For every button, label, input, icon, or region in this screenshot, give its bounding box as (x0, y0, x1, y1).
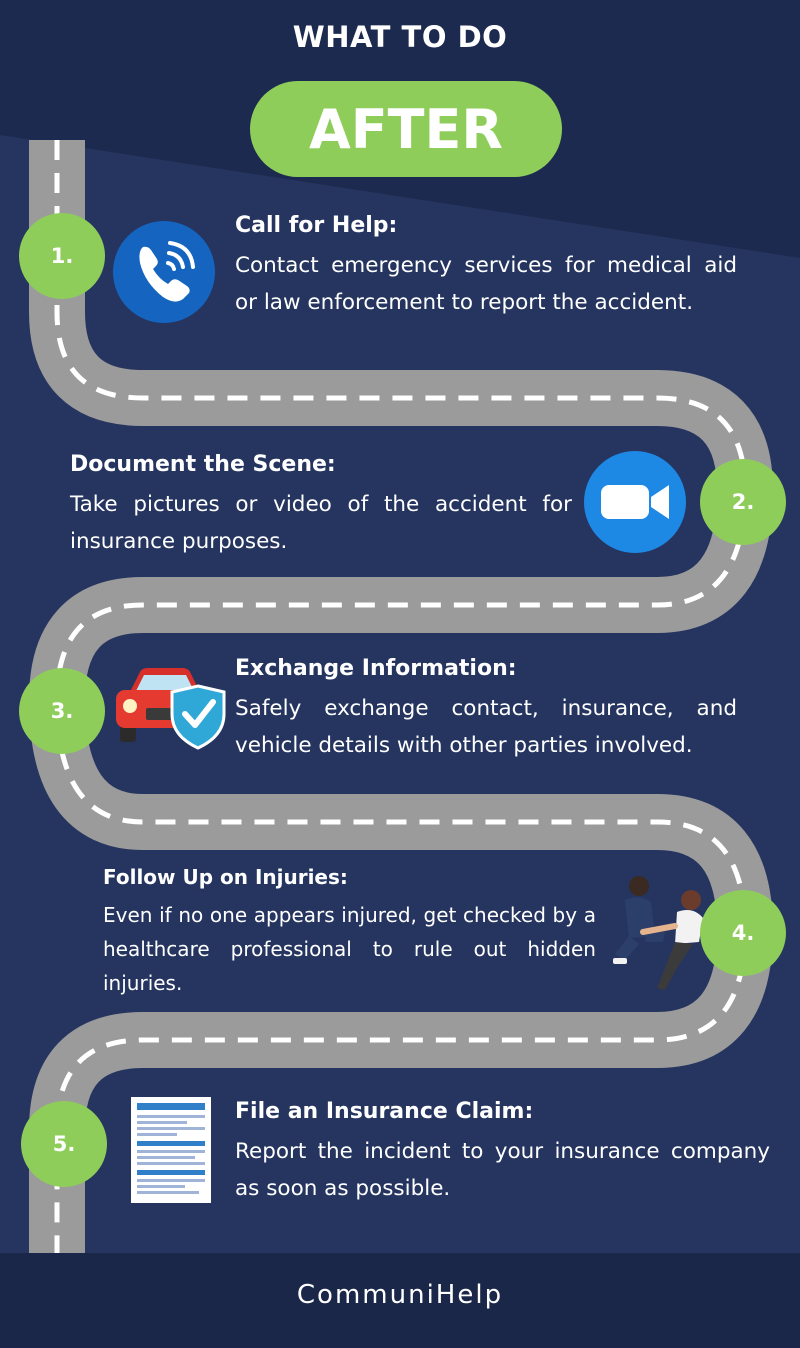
step-5-number-badge: 5. (21, 1101, 107, 1187)
step-1-text: Contact emergency services for medical a… (235, 253, 737, 315)
footer-brand: CommuniHelp (296, 1280, 504, 1310)
step-3: Exchange Information: Safely exchange co… (235, 654, 737, 764)
phone-icon (113, 221, 215, 323)
first-aid-people-icon (613, 876, 703, 990)
step-1-title: Call for Help: (235, 213, 398, 238)
after-badge: AFTER (250, 81, 562, 177)
step-5-text: Report the incident to your insurance co… (235, 1139, 770, 1201)
step-3-title: Exchange Information: (235, 656, 517, 681)
step-4-number: 4. (731, 921, 755, 945)
step-3-number: 3. (50, 699, 74, 723)
step-5-title: File an Insurance Claim: (235, 1099, 534, 1124)
header-title: WHAT TO DO (292, 20, 508, 54)
step-5: File an Insurance Claim: Report the inci… (235, 1097, 770, 1207)
step-1: Call for Help: Contact emergency service… (235, 211, 737, 321)
step-3-number-badge: 3. (19, 668, 105, 754)
after-badge-label: AFTER (309, 97, 503, 161)
step-2-title: Document the Scene: (70, 452, 336, 477)
step-2-number-badge: 2. (700, 459, 786, 545)
claim-form-icon (131, 1097, 211, 1203)
step-2: Document the Scene: Take pictures or vid… (70, 450, 572, 560)
video-camera-icon (584, 451, 686, 553)
step-2-text: Take pictures or video of the accident f… (70, 492, 572, 554)
step-1-number-badge: 1. (19, 213, 105, 299)
step-4-number-badge: 4. (700, 890, 786, 976)
step-1-number: 1. (50, 244, 74, 268)
step-3-text: Safely exchange contact, insurance, and … (235, 696, 737, 758)
step-4-text: Even if no one appears injured, get chec… (103, 903, 596, 995)
step-4-title: Follow Up on Injuries: (103, 865, 348, 889)
step-2-number: 2. (731, 490, 755, 514)
step-5-number: 5. (52, 1132, 76, 1156)
footer-bar (0, 1253, 800, 1348)
car-shield-icon (116, 668, 226, 750)
step-4: Follow Up on Injuries: Even if no one ap… (103, 862, 596, 1000)
